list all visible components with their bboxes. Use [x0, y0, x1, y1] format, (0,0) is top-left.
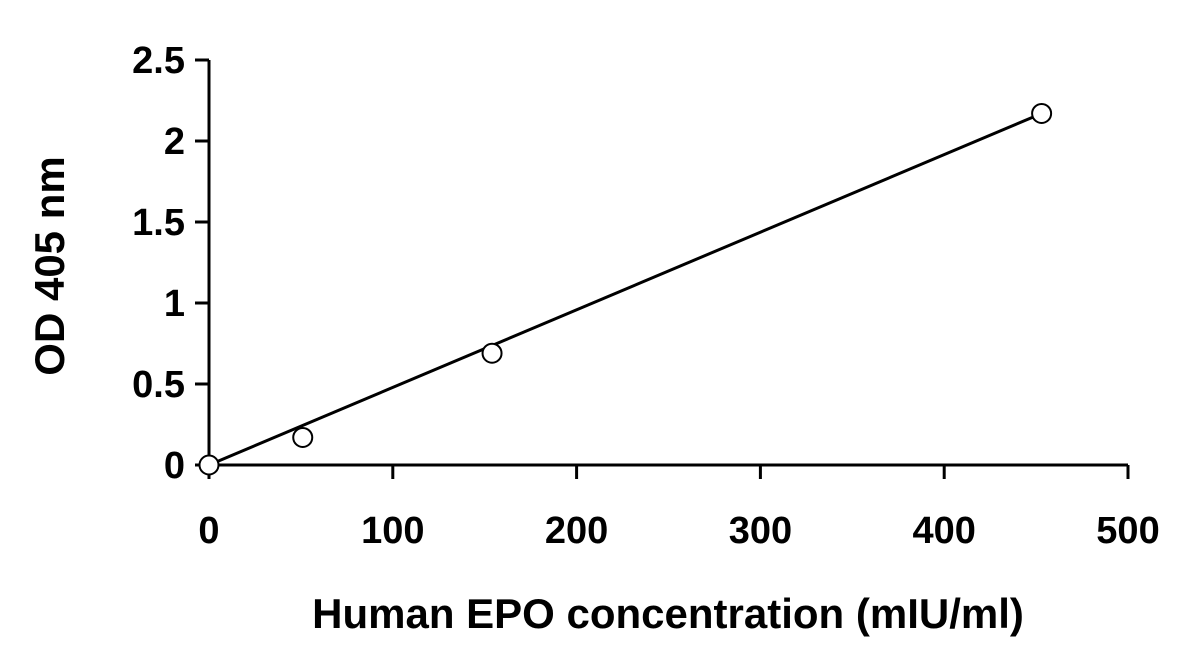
x-tick-label: 100: [361, 510, 424, 552]
y-tick-label: 0.5: [132, 364, 185, 406]
data-point: [481, 342, 503, 364]
y-tick-label: 2: [164, 121, 185, 163]
x-tick-label: 500: [1096, 510, 1159, 552]
y-tick-label: 1.5: [132, 202, 185, 244]
data-point: [292, 426, 314, 448]
x-axis-title: Human EPO concentration (mIU/ml): [312, 590, 1024, 637]
x-tick-label: 300: [729, 510, 792, 552]
data-point: [1031, 102, 1053, 124]
y-axis-title: OD 405 nm: [26, 156, 73, 375]
fit-line: [208, 112, 1043, 467]
y-tick-label: 0: [164, 445, 185, 487]
y-axis: 0 0.5 1 1.5 2 2.5: [132, 40, 211, 487]
x-tick-label: 400: [912, 510, 975, 552]
x-axis: 0 100 200 300 400 500: [198, 463, 1160, 552]
x-tick-label: 200: [545, 510, 608, 552]
fit-line-layer: [208, 112, 1043, 467]
x-tick-label: 0: [198, 510, 219, 552]
y-tick-label: 1: [164, 283, 185, 325]
data-point: [198, 454, 220, 476]
data-points: [198, 102, 1053, 476]
y-tick-label: 2.5: [132, 40, 185, 82]
